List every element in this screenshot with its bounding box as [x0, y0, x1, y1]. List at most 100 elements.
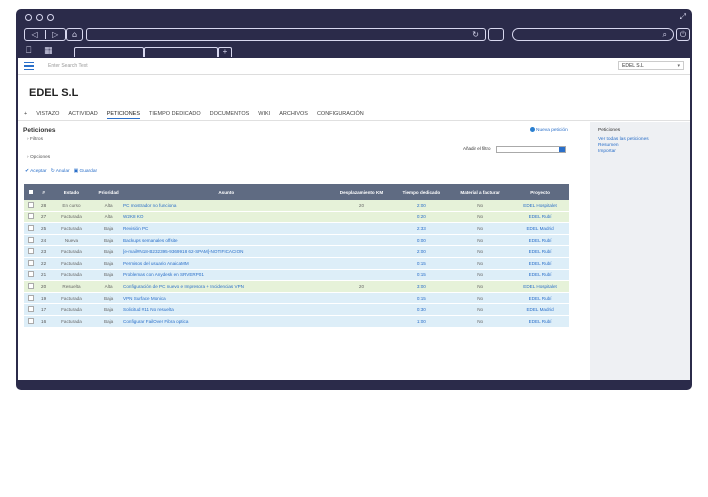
row-checkbox[interactable] — [24, 211, 39, 224]
col-prioridad[interactable]: Prioridad — [94, 184, 124, 200]
row-tiempo[interactable]: 1:00 — [393, 315, 450, 328]
address-bar[interactable]: ↻ — [86, 28, 486, 41]
row-asunto[interactable]: PC mostrador no funciona — [123, 200, 330, 212]
accept-button[interactable]: ✔ Aceptar — [25, 169, 47, 174]
row-tiempo[interactable]: 2:00 — [393, 245, 450, 258]
row-tiempo[interactable]: 0:15 — [393, 292, 450, 305]
row-asunto[interactable]: Permisos del usuario AnaicaMM — [123, 257, 330, 270]
tab-configuracion[interactable]: CONFIGURACIÓN — [316, 111, 364, 117]
row-checkbox[interactable] — [24, 269, 39, 282]
row-id[interactable]: 17 — [38, 303, 49, 316]
grid-icon[interactable]: ▦ — [44, 46, 53, 56]
row-tiempo[interactable]: 0:20 — [393, 211, 450, 224]
bookmark-button[interactable] — [488, 28, 504, 41]
row-asunto[interactable]: VPN Surface Monica — [123, 292, 330, 305]
col-km[interactable]: Desplazamiento KM — [329, 184, 394, 200]
row-proyecto[interactable]: EDEL Hospitalet — [511, 280, 569, 293]
reload-icon[interactable]: ↻ — [472, 30, 479, 39]
table-row[interactable]: 22 Facturada Baja Permisos del usuario Anai… — [24, 257, 569, 270]
row-id[interactable]: 28 — [38, 200, 49, 212]
book-icon[interactable]: ⎕ — [26, 46, 32, 56]
col-proyecto[interactable]: Proyecto — [511, 184, 569, 200]
row-checkbox[interactable] — [24, 303, 39, 316]
sidebar-link-resumen[interactable]: Resumen — [598, 143, 619, 148]
row-id[interactable]: 21 — [38, 269, 49, 282]
row-asunto[interactable]: Configurar FailOver Fibra optica — [123, 315, 330, 328]
table-row[interactable]: 17 Facturada Baja Solicitud #11 No resuelta… — [24, 303, 569, 316]
row-tiempo[interactable]: 0:30 — [393, 303, 450, 316]
filters-toggle[interactable]: › Filtros — [27, 137, 43, 142]
table-row[interactable]: 28 En curso Alta PC mostrador no funciona 20… — [24, 200, 569, 212]
table-row[interactable]: 25 Facturada Baja Revisión PC 2:33 No EDEL Mad… — [24, 222, 569, 235]
table-row[interactable]: 21 Facturada Baja Problemas con Anydesk en … — [24, 269, 569, 282]
row-checkbox[interactable] — [24, 280, 39, 293]
row-proyecto[interactable]: EDEL Madrid — [511, 222, 569, 235]
cancel-button[interactable]: ↻ Anular — [50, 169, 70, 174]
row-checkbox[interactable] — [24, 245, 39, 258]
table-row[interactable]: 23 Facturada Baja [e-mail#N18-B232395-93699… — [24, 245, 569, 258]
row-id[interactable]: 27 — [38, 211, 49, 224]
tab-wiki[interactable]: WIKI — [258, 111, 271, 117]
tab-peticiones[interactable]: PETICIONES — [106, 111, 140, 119]
checkbox[interactable] — [28, 317, 35, 324]
checkbox[interactable] — [28, 201, 35, 208]
row-proyecto[interactable]: EDEL Rubí — [511, 315, 569, 328]
table-row[interactable]: 20 Resuelta Alta Configuración de PC nuevo … — [24, 280, 569, 293]
row-tiempo[interactable]: 2:33 — [393, 222, 450, 235]
row-proyecto[interactable]: EDEL Rubí — [511, 234, 569, 247]
tab-vistazo[interactable]: VISTAZO — [36, 111, 60, 117]
row-checkbox[interactable] — [24, 222, 39, 235]
row-id[interactable]: 20 — [38, 280, 49, 293]
menu-icon[interactable] — [24, 60, 34, 73]
row-asunto[interactable]: Problemas con Anydesk en SRVERP01 — [123, 269, 330, 282]
row-proyecto[interactable]: EDEL Rubí — [511, 257, 569, 270]
fullscreen-icon[interactable]: ⤢ — [679, 12, 686, 21]
row-asunto[interactable]: Revisión PC — [123, 222, 330, 235]
row-tiempo[interactable]: 2:00 — [393, 200, 450, 212]
row-proyecto[interactable]: EDEL Rubí — [511, 269, 569, 282]
new-issue-link[interactable]: Nueva petición — [530, 127, 568, 133]
row-proyecto[interactable]: EDEL Madrid — [511, 303, 569, 316]
tab-archivos[interactable]: ARCHIVOS — [279, 111, 308, 117]
row-proyecto[interactable]: EDEL Rubí — [511, 211, 569, 224]
row-proyecto[interactable]: EDEL Rubí — [511, 292, 569, 305]
row-tiempo[interactable]: 3:00 — [393, 280, 450, 293]
row-asunto[interactable]: W2K8 KO — [123, 211, 330, 224]
col-tiempo[interactable]: Tiempo dedicado — [393, 184, 450, 200]
home-button[interactable]: ⌂ — [66, 28, 83, 41]
add-filter-select[interactable] — [496, 146, 566, 153]
forward-button[interactable]: ▷ — [52, 30, 59, 39]
col-estado[interactable]: Estado — [48, 184, 95, 200]
table-row[interactable]: 24 Nueva Baja Backups semanales offsite 0:00… — [24, 234, 569, 247]
save-button[interactable]: ▣ Guardar — [73, 169, 98, 174]
checkbox[interactable] — [28, 294, 35, 301]
row-asunto[interactable]: Solicitud #11 No resuelta — [123, 303, 330, 316]
browser-tab-2[interactable] — [144, 47, 218, 57]
checkbox[interactable] — [28, 282, 35, 289]
checkbox[interactable] — [28, 248, 35, 255]
search-input[interactable]: Enter Search Text — [48, 63, 88, 69]
row-checkbox[interactable] — [24, 292, 39, 305]
sidebar-link-all[interactable]: Ver todas las peticiones — [598, 137, 649, 142]
row-proyecto[interactable]: EDEL Rubí — [511, 245, 569, 258]
row-checkbox[interactable] — [24, 200, 39, 212]
checkbox[interactable] — [28, 306, 35, 313]
row-id[interactable]: 19 — [38, 292, 49, 305]
minimize-dot[interactable] — [36, 14, 43, 21]
maximize-dot[interactable] — [47, 14, 54, 21]
sidebar-link-importar[interactable]: Importar — [598, 149, 616, 154]
col-id[interactable]: # — [38, 184, 49, 200]
browser-search[interactable]: ⌕ — [512, 28, 674, 41]
col-material[interactable]: Material a facturar — [449, 184, 512, 200]
row-checkbox[interactable] — [24, 257, 39, 270]
tab-expand[interactable]: + — [24, 111, 28, 117]
table-row[interactable]: 16 Facturada Baja Configurar FailOver Fibra… — [24, 315, 569, 328]
row-tiempo[interactable]: 0:15 — [393, 257, 450, 270]
checkbox[interactable] — [28, 271, 35, 278]
account-select[interactable]: EDEL S.L ▾ — [618, 61, 684, 70]
row-id[interactable]: 23 — [38, 245, 49, 258]
checkbox[interactable] — [28, 259, 35, 266]
close-dot[interactable] — [25, 14, 32, 21]
row-asunto[interactable]: Configuración de PC nuevo e Impresora + … — [123, 280, 330, 293]
select-all-checkbox[interactable] — [24, 184, 39, 200]
